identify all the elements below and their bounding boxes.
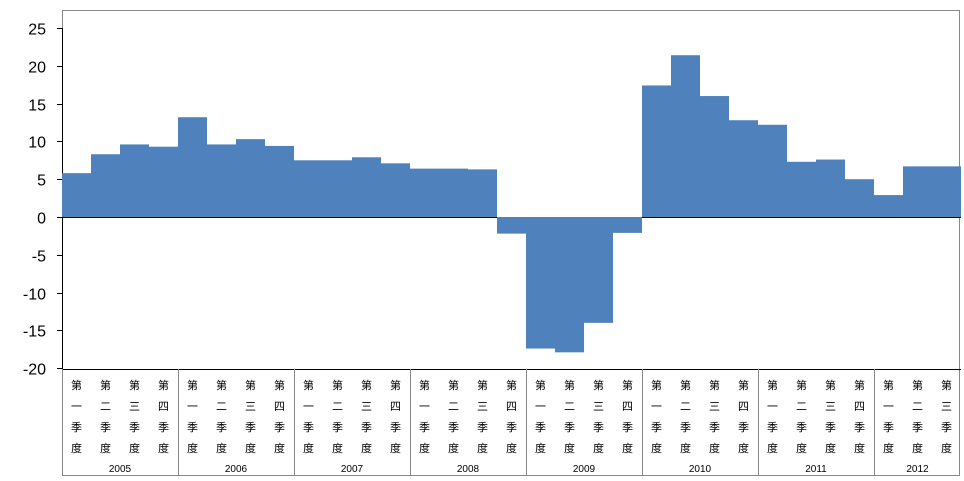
bar (700, 96, 729, 217)
bar (352, 157, 381, 217)
bar (613, 217, 642, 233)
y-tick-label: 5 (37, 173, 46, 190)
bar (439, 168, 468, 217)
quarter-label: 第三季度 (245, 378, 256, 455)
quarter-label: 第一季度 (767, 378, 778, 455)
bar (497, 217, 526, 234)
bar (236, 139, 265, 217)
bar (845, 179, 874, 217)
quarter-label: 第三季度 (129, 378, 140, 455)
quarter-label: 第四季度 (622, 378, 633, 455)
quarter-label: 第一季度 (651, 378, 662, 455)
quarter-label: 第四季度 (506, 378, 517, 455)
quarter-label: 第三季度 (361, 378, 372, 455)
bar (787, 161, 816, 217)
bar (584, 217, 613, 323)
quarter-label: 第一季度 (303, 378, 314, 455)
bar (729, 120, 758, 217)
quarter-label: 第二季度 (216, 378, 227, 455)
bar (526, 217, 555, 349)
quarter-label: 第二季度 (332, 378, 343, 455)
bar (671, 55, 700, 217)
quarter-label: 第三季度 (825, 378, 836, 455)
label-layer: 25 20 15 10 5 0 -5 -10 -15 -20 第一季度 第二季度 第三季度 第四季度 第一季… (23, 22, 952, 476)
quarter-label: 第一季度 (419, 378, 430, 455)
bar (120, 144, 149, 217)
quarter-label: 第一季度 (883, 378, 894, 455)
quarter-label: 第二季度 (100, 378, 111, 455)
quarter-label: 第三季度 (477, 378, 488, 455)
quarter-label: 第三季度 (593, 378, 604, 455)
quarter-label: 第二季度 (680, 378, 691, 455)
bar (62, 173, 91, 217)
year-label: 2010 (689, 464, 712, 475)
y-tick-label: 10 (28, 135, 46, 152)
quarter-label: 第四季度 (738, 378, 749, 455)
quarter-label: 第一季度 (187, 378, 198, 455)
bar (294, 160, 323, 217)
bar (381, 163, 410, 217)
y-tick-label: 0 (37, 211, 46, 228)
year-label: 2009 (573, 464, 596, 475)
quarter-label: 第一季度 (71, 378, 82, 455)
quarter-label: 第三季度 (709, 378, 720, 455)
bar (874, 195, 903, 217)
year-label: 2011 (805, 464, 827, 475)
bar (149, 146, 178, 217)
bar (410, 168, 439, 217)
bar (555, 217, 584, 353)
y-tick-label: 15 (28, 98, 46, 115)
quarter-label: 第一季度 (535, 378, 546, 455)
quarter-label: 第二季度 (448, 378, 459, 455)
bar (207, 144, 236, 217)
y-tick-label: -20 (23, 362, 46, 379)
bar (468, 169, 497, 217)
year-label: 2008 (457, 464, 480, 475)
quarter-label: 第二季度 (912, 378, 923, 455)
year-label: 2012 (906, 464, 929, 475)
bar (323, 160, 352, 217)
bar (816, 159, 845, 217)
quarter-label: 第四季度 (390, 378, 401, 455)
y-tick-label: 25 (28, 22, 46, 39)
bar (932, 166, 961, 217)
bar-layer (62, 55, 961, 353)
y-tick-label: 20 (28, 60, 46, 77)
quarter-label: 第四季度 (158, 378, 169, 455)
bar (642, 85, 671, 218)
y-tick-label: -10 (23, 287, 46, 304)
quarter-label: 第四季度 (274, 378, 285, 455)
y-tick-label: -15 (23, 324, 46, 341)
year-label: 2006 (225, 464, 248, 475)
bar (91, 154, 120, 217)
bar (265, 145, 294, 217)
y-tick-label: -5 (32, 249, 46, 266)
quarter-label: 第三季度 (941, 378, 952, 455)
year-label: 2007 (341, 464, 364, 475)
year-label: 2005 (109, 464, 132, 475)
quarter-label: 第二季度 (564, 378, 575, 455)
quarter-label: 第四季度 (854, 378, 865, 455)
bar (178, 117, 207, 217)
bar (758, 124, 787, 217)
bar (903, 166, 932, 217)
quarter-label: 第二季度 (796, 378, 807, 455)
